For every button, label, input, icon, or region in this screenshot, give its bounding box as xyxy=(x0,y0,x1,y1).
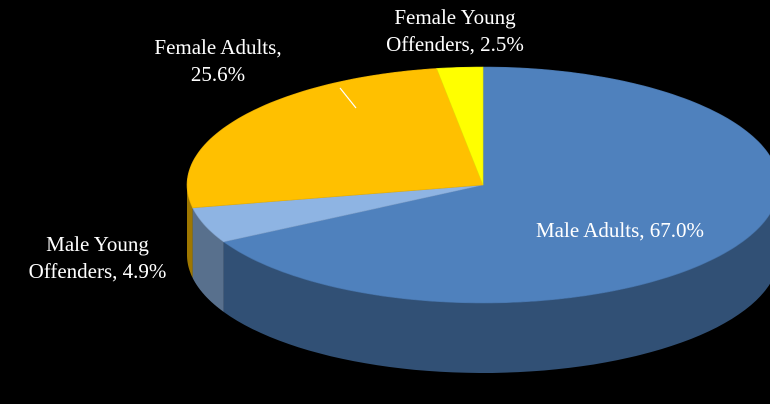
pie-slice xyxy=(436,66,484,186)
data-label: Male Adults, 67.0% xyxy=(536,218,704,242)
slice-side xyxy=(223,213,770,373)
slice-side xyxy=(187,185,193,278)
data-label: Female Young Offenders, 2.5% xyxy=(386,5,524,56)
pie-slice xyxy=(186,68,484,209)
pie-slice xyxy=(222,66,770,304)
pie-slice xyxy=(192,184,484,243)
slice-side xyxy=(192,207,224,312)
leader-line xyxy=(339,87,357,109)
data-label: Female Adults, 25.6% xyxy=(154,35,282,86)
data-label: Male Young Offenders, 4.9% xyxy=(28,232,167,283)
